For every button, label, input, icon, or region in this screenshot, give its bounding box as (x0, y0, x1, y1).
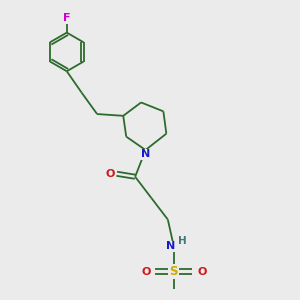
Text: N: N (166, 241, 176, 251)
Text: S: S (169, 265, 178, 278)
Text: F: F (63, 13, 70, 23)
Text: N: N (141, 149, 150, 160)
Text: O: O (141, 267, 151, 277)
Text: H: H (178, 236, 187, 246)
Text: O: O (106, 169, 115, 179)
Text: O: O (197, 267, 206, 277)
